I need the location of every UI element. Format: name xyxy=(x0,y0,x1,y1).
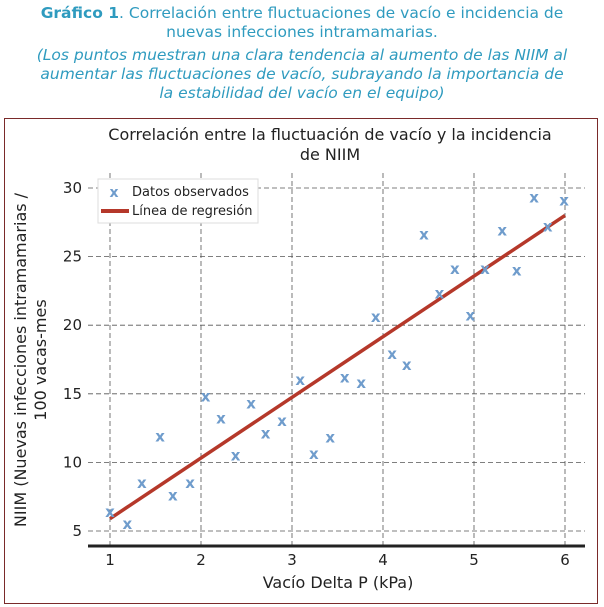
y-tick-label: 5 xyxy=(72,522,82,540)
data-point: x xyxy=(122,515,132,533)
data-point: x xyxy=(168,486,178,504)
x-tick-label: 4 xyxy=(378,551,388,569)
y-axis-label-line: 100 vacas-mes xyxy=(31,299,50,420)
legend-label: Datos observados xyxy=(132,185,249,200)
data-point: x xyxy=(497,222,507,240)
chart-title-line: de NIIM xyxy=(300,145,360,164)
x-tick-label: 2 xyxy=(196,551,206,569)
x-tick-label: 3 xyxy=(287,551,297,569)
legend: x Datos observados Línea de regresión xyxy=(97,178,259,224)
data-point: x xyxy=(529,189,539,207)
data-point: x xyxy=(402,356,412,374)
x-tick-label: 6 xyxy=(560,551,570,569)
data-point: x xyxy=(466,307,476,325)
data-point: x xyxy=(231,447,241,465)
chart-frame xyxy=(4,118,598,604)
y-axis-label-line: NIIM (Nuevas infecciones intramamarias / xyxy=(11,192,30,527)
data-point: x xyxy=(137,474,147,492)
figure-note: (Los puntos muestran una clara tendencia… xyxy=(0,46,604,103)
caption-text: . Correlación entre fluctuaciones de vac… xyxy=(119,4,564,41)
data-point: x xyxy=(356,374,366,392)
data-point: x xyxy=(277,412,287,430)
data-point: x xyxy=(480,260,490,278)
note-line: la estabilidad del vacío en el equipo) xyxy=(159,84,445,102)
x-tick-label: 1 xyxy=(105,551,115,569)
legend-x-marker-icon: x xyxy=(109,185,118,201)
data-point: x xyxy=(216,409,226,427)
data-point: x xyxy=(185,474,195,492)
data-point: x xyxy=(419,226,429,244)
data-point: x xyxy=(325,429,335,447)
data-point: x xyxy=(155,427,165,445)
data-point: x xyxy=(295,371,305,389)
legend-label: Línea de regresión xyxy=(132,204,253,219)
y-tick-label: 10 xyxy=(63,453,82,471)
data-point: x xyxy=(105,503,115,521)
data-point: x xyxy=(246,394,256,412)
data-point: x xyxy=(450,260,460,278)
data-point: x xyxy=(435,285,445,303)
y-tick-label: 30 xyxy=(63,179,82,197)
y-tick-label: 15 xyxy=(63,385,82,403)
data-point: x xyxy=(559,191,569,209)
data-point: x xyxy=(309,445,319,463)
data-point: x xyxy=(261,425,271,443)
x-axis-label: Vacío Delta P (kPa) xyxy=(263,573,414,592)
note-line: (Los puntos muestran una clara tendencia… xyxy=(36,46,568,64)
data-point: x xyxy=(371,308,381,326)
caption-label: Gráfico 1 xyxy=(40,4,120,22)
data-point: x xyxy=(340,368,350,386)
note-line: aumentar las fluctuaciones de vacío, sub… xyxy=(40,65,564,83)
legend-box xyxy=(97,178,259,224)
data-point: x xyxy=(543,217,553,235)
chart-title-line: Correlación entre la fluctuación de vací… xyxy=(108,125,551,144)
data-point: x xyxy=(201,388,211,406)
regression-line xyxy=(109,213,566,521)
data-point: x xyxy=(387,345,397,363)
figure-caption: Gráfico 1. Correlación entre fluctuacion… xyxy=(0,4,604,42)
data-point: x xyxy=(512,261,522,279)
y-tick-label: 25 xyxy=(63,248,82,266)
y-tick-label: 20 xyxy=(63,316,82,334)
x-tick-label: 5 xyxy=(469,551,479,569)
